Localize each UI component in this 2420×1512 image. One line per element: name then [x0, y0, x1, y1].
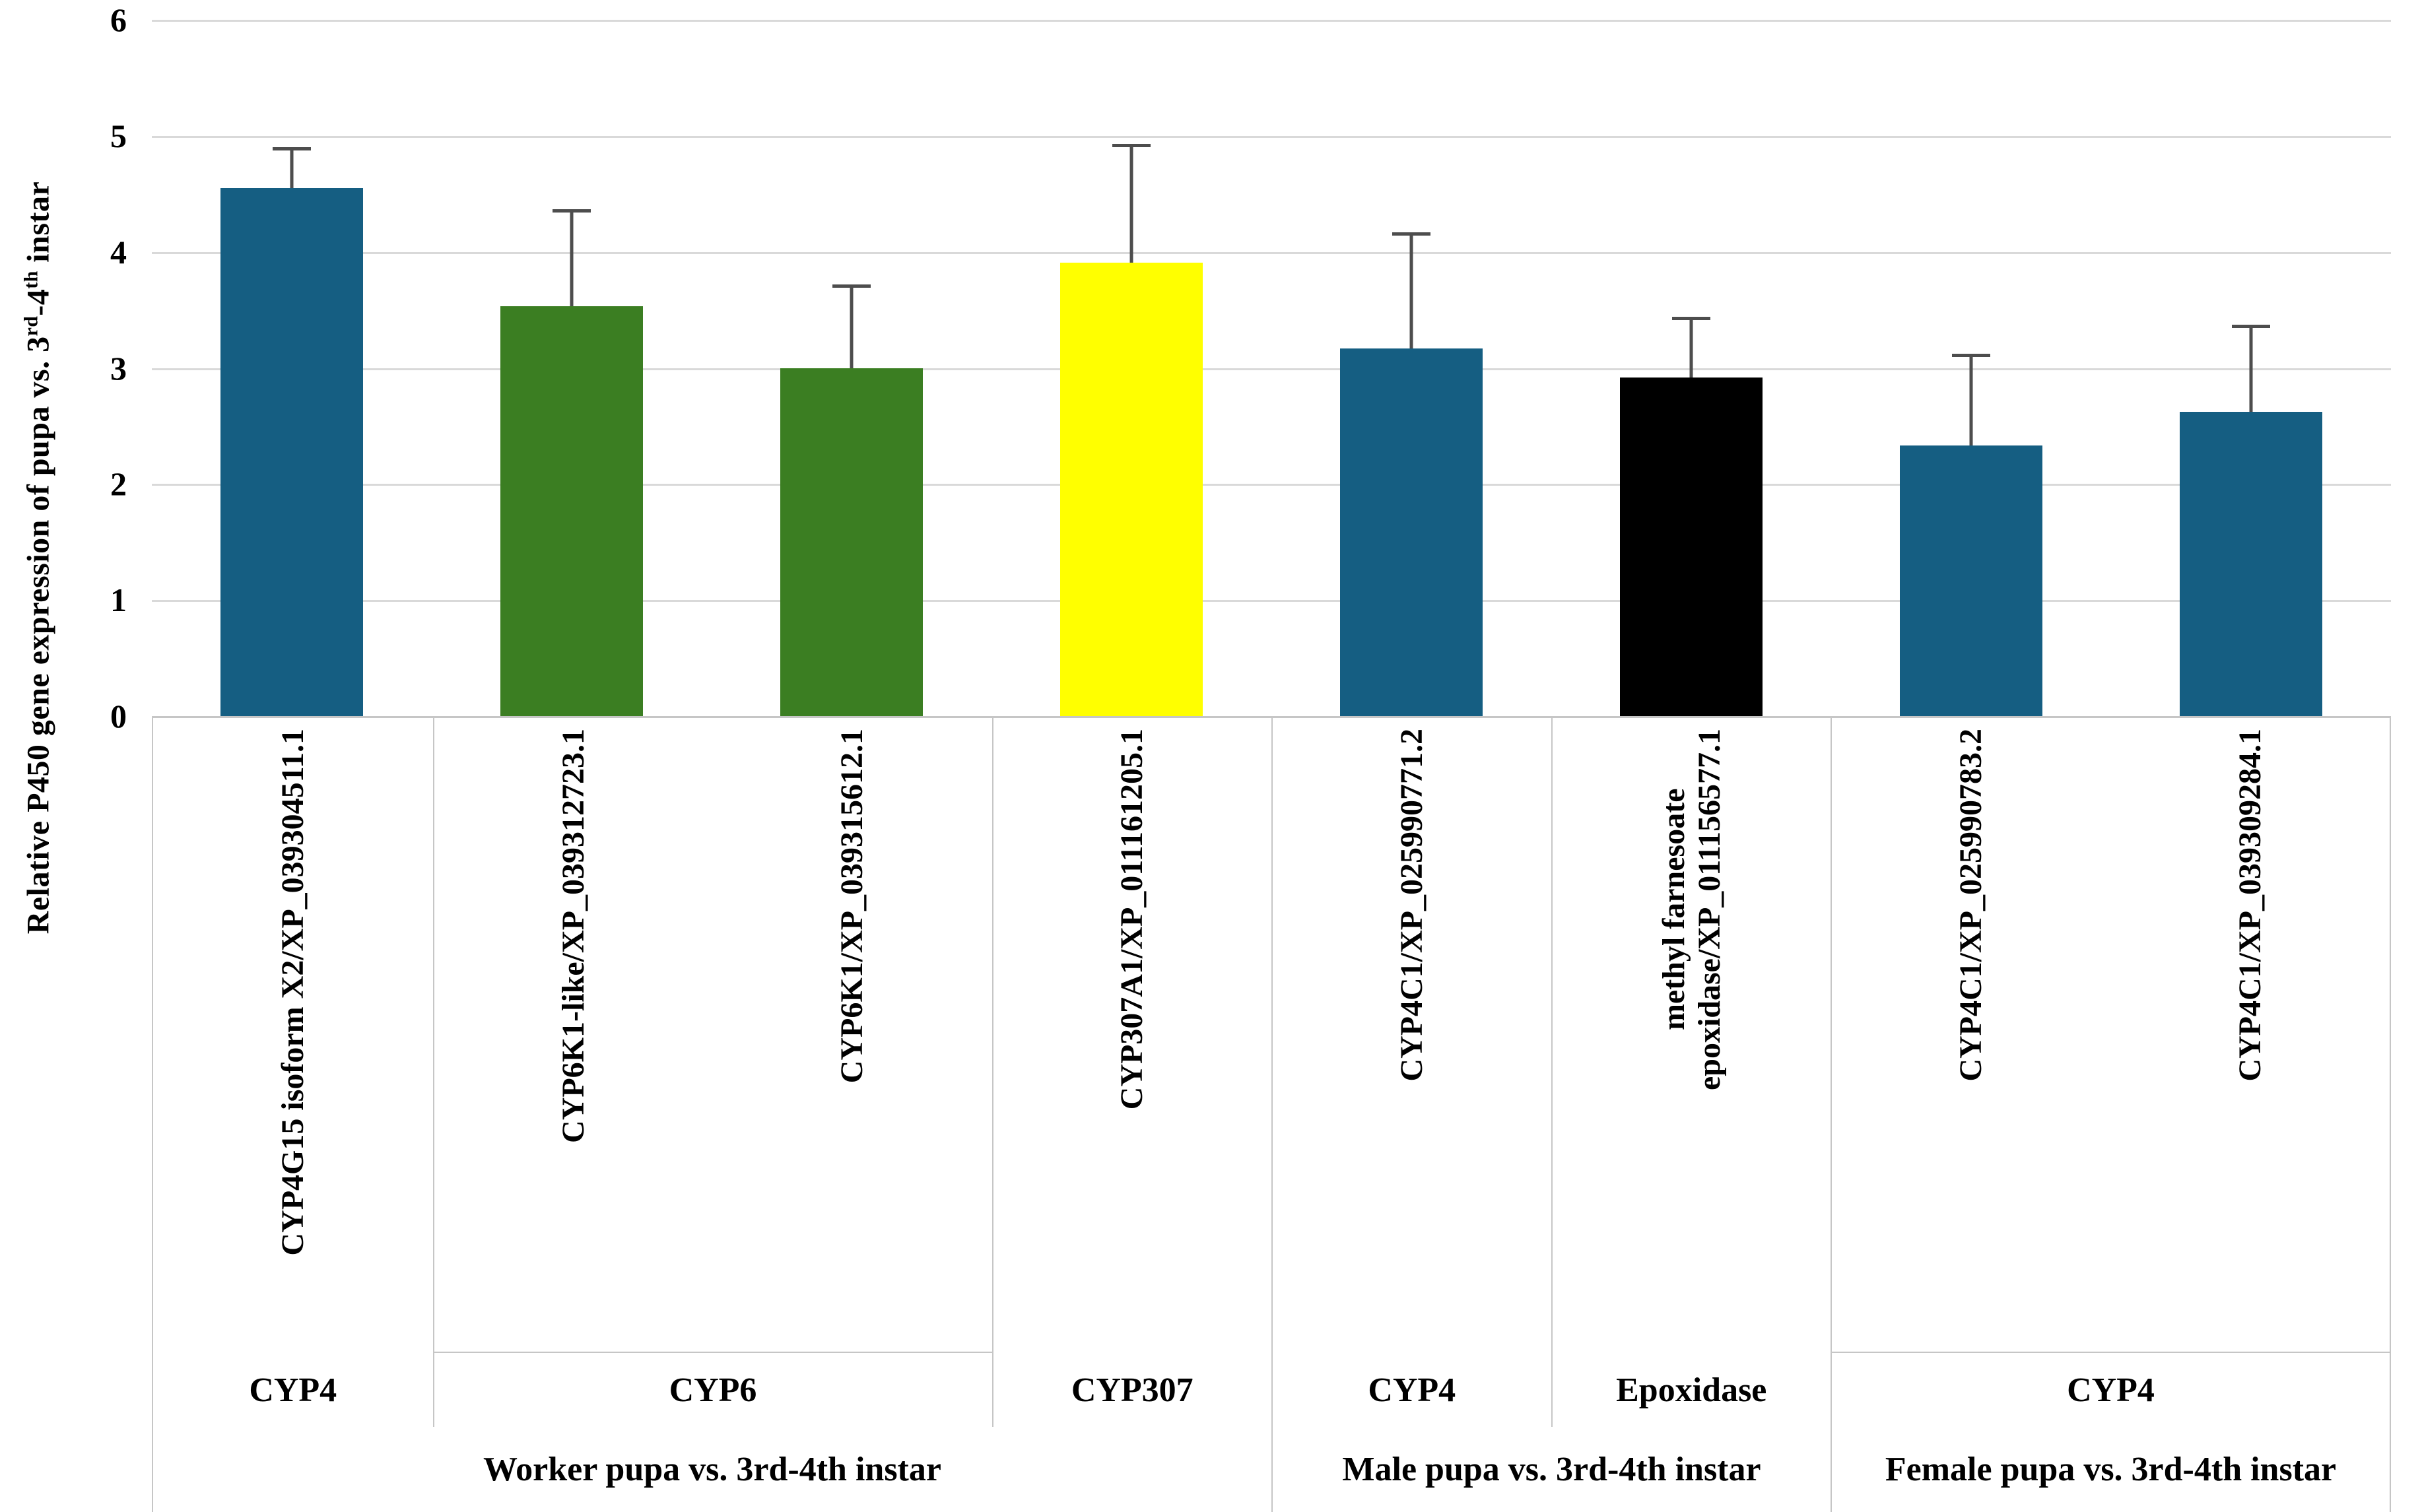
- gene-label: CYP4C1/XP_025990783.2: [1953, 729, 1989, 1082]
- comparison-label-male: Male pupa vs. 3rd-4th instar: [1271, 1427, 1831, 1512]
- bar-mf-epoxidase: [1620, 377, 1763, 716]
- gene-label-cell-cyp307: CYP307A1/XP_011161205.1: [992, 718, 1272, 1353]
- family-label-cyp4-worker: CYP4: [249, 1371, 337, 1409]
- error-bar-whisker: [570, 209, 574, 307]
- y-axis-title-text: Relative P450 gene expression of pupa vs…: [20, 336, 56, 935]
- bar-cyp4c1-783: [1900, 445, 2042, 716]
- comparison-label-female: Female pupa vs. 3rd-4th instar: [1831, 1427, 2390, 1512]
- gridline-6: [152, 20, 2391, 22]
- gene-label-line-1: methyl farnesoate: [1656, 788, 1691, 1031]
- y-axis-title-sup-rd: rd: [20, 315, 42, 337]
- y-tick-3: 3: [110, 350, 127, 387]
- error-bar-cap: [2232, 325, 2270, 329]
- y-tick-1: 1: [110, 581, 127, 618]
- gene-label: CYP6K1-like/XP_039312723.1: [555, 729, 591, 1143]
- bar-slot: [992, 20, 1271, 716]
- bar-cyp4c1-284: [2180, 412, 2322, 716]
- family-label-epoxidase: Epoxidase: [1551, 1353, 1831, 1427]
- gridline-3: [152, 368, 2391, 370]
- bar-slot: [1831, 20, 2111, 716]
- y-tick-0: 0: [110, 698, 127, 735]
- gene-label: CYP4G15 isoform X2/XP_039304511.1: [275, 729, 310, 1256]
- y-tick-5: 5: [110, 117, 127, 154]
- y-tick-6: 6: [110, 1, 127, 38]
- gene-label-cell-cyp4-male: CYP4C1/XP_025990771.2: [1271, 718, 1551, 1353]
- family-label-cyp307: CYP307: [992, 1353, 1272, 1427]
- y-axis-title-text2: -4: [20, 288, 56, 316]
- error-bar-cap: [1392, 232, 1430, 236]
- error-bar-whisker: [1689, 317, 1693, 378]
- bar-cyp4g15: [220, 187, 363, 716]
- gene-label: CYP6K1/XP_039315612.1: [834, 729, 870, 1084]
- gridline-2: [152, 484, 2391, 486]
- gene-label: CYP307A1/XP_011161205.1: [1114, 729, 1150, 1110]
- error-bar-cap: [1672, 317, 1710, 321]
- error-bar-cap: [1112, 144, 1151, 148]
- gridline-4: [152, 251, 2391, 254]
- family-label-cyp4-male: CYP4: [1271, 1353, 1551, 1427]
- family-label-cyp6: CYP6: [432, 1353, 992, 1427]
- gene-label-cell-epoxidase: methyl farnesoate epoxidase/XP_011156577…: [1551, 718, 1831, 1353]
- error-bar-whisker: [1409, 232, 1413, 348]
- y-tick-2: 2: [110, 465, 127, 502]
- bar-slot: [2111, 20, 2391, 716]
- gene-label: methyl farnesoate epoxidase/XP_011156577…: [1656, 729, 1728, 1090]
- gene-label: CYP4C1/XP_025990771.2: [1394, 729, 1429, 1082]
- bar-slot: [712, 20, 992, 716]
- category-label-table: CYP4G15 isoform X2/XP_039304511.1 CYP6K1…: [152, 716, 2391, 1512]
- error-bar-cap: [273, 147, 311, 151]
- gene-label-cell-cyp6: CYP6K1-like/XP_039312723.1 CYP6K1/XP_039…: [432, 718, 992, 1353]
- error-bar-whisker: [1969, 354, 1973, 446]
- gridline-5: [152, 135, 2391, 138]
- gene-label-cell-cyp4-female: CYP4C1/XP_025990783.2 CYP4C1/XP_03930928…: [1831, 718, 2390, 1353]
- bar-slot: [432, 20, 712, 716]
- error-bar-whisker: [1129, 144, 1133, 263]
- gene-label-line-2: epoxidase/XP_011156577.1: [1691, 729, 1727, 1091]
- plot-area: [152, 20, 2391, 716]
- comparison-label-worker: Worker pupa vs. 3rd-4th instar: [483, 1451, 941, 1488]
- family-label-cyp4-female: CYP4: [1831, 1353, 2390, 1427]
- error-bar-cap: [553, 209, 591, 213]
- bar-cyp6k1: [780, 368, 923, 716]
- error-bar-whisker: [2249, 325, 2253, 412]
- bar-cyp307a1: [1060, 262, 1203, 716]
- bar-slot: [152, 20, 432, 716]
- gene-label-cell-cyp4-worker: CYP4G15 isoform X2/XP_039304511.1: [153, 718, 433, 1353]
- bar-slot: [1271, 20, 1551, 716]
- y-tick-4: 4: [110, 234, 127, 271]
- gene-label: CYP4C1/XP_039309284.1: [2232, 729, 2268, 1082]
- bar-slot: [1551, 20, 1831, 716]
- error-bar-cap: [832, 284, 871, 288]
- y-axis-title: Relative P450 gene expression of pupa vs…: [20, 181, 57, 935]
- gridline-1: [152, 600, 2391, 603]
- bar-cyp6k1-like: [500, 306, 643, 716]
- error-bar-whisker: [850, 284, 854, 368]
- error-bar-cap: [1952, 354, 1990, 358]
- error-bar-whisker: [290, 147, 294, 188]
- bar-cyp4c1-771: [1340, 348, 1483, 716]
